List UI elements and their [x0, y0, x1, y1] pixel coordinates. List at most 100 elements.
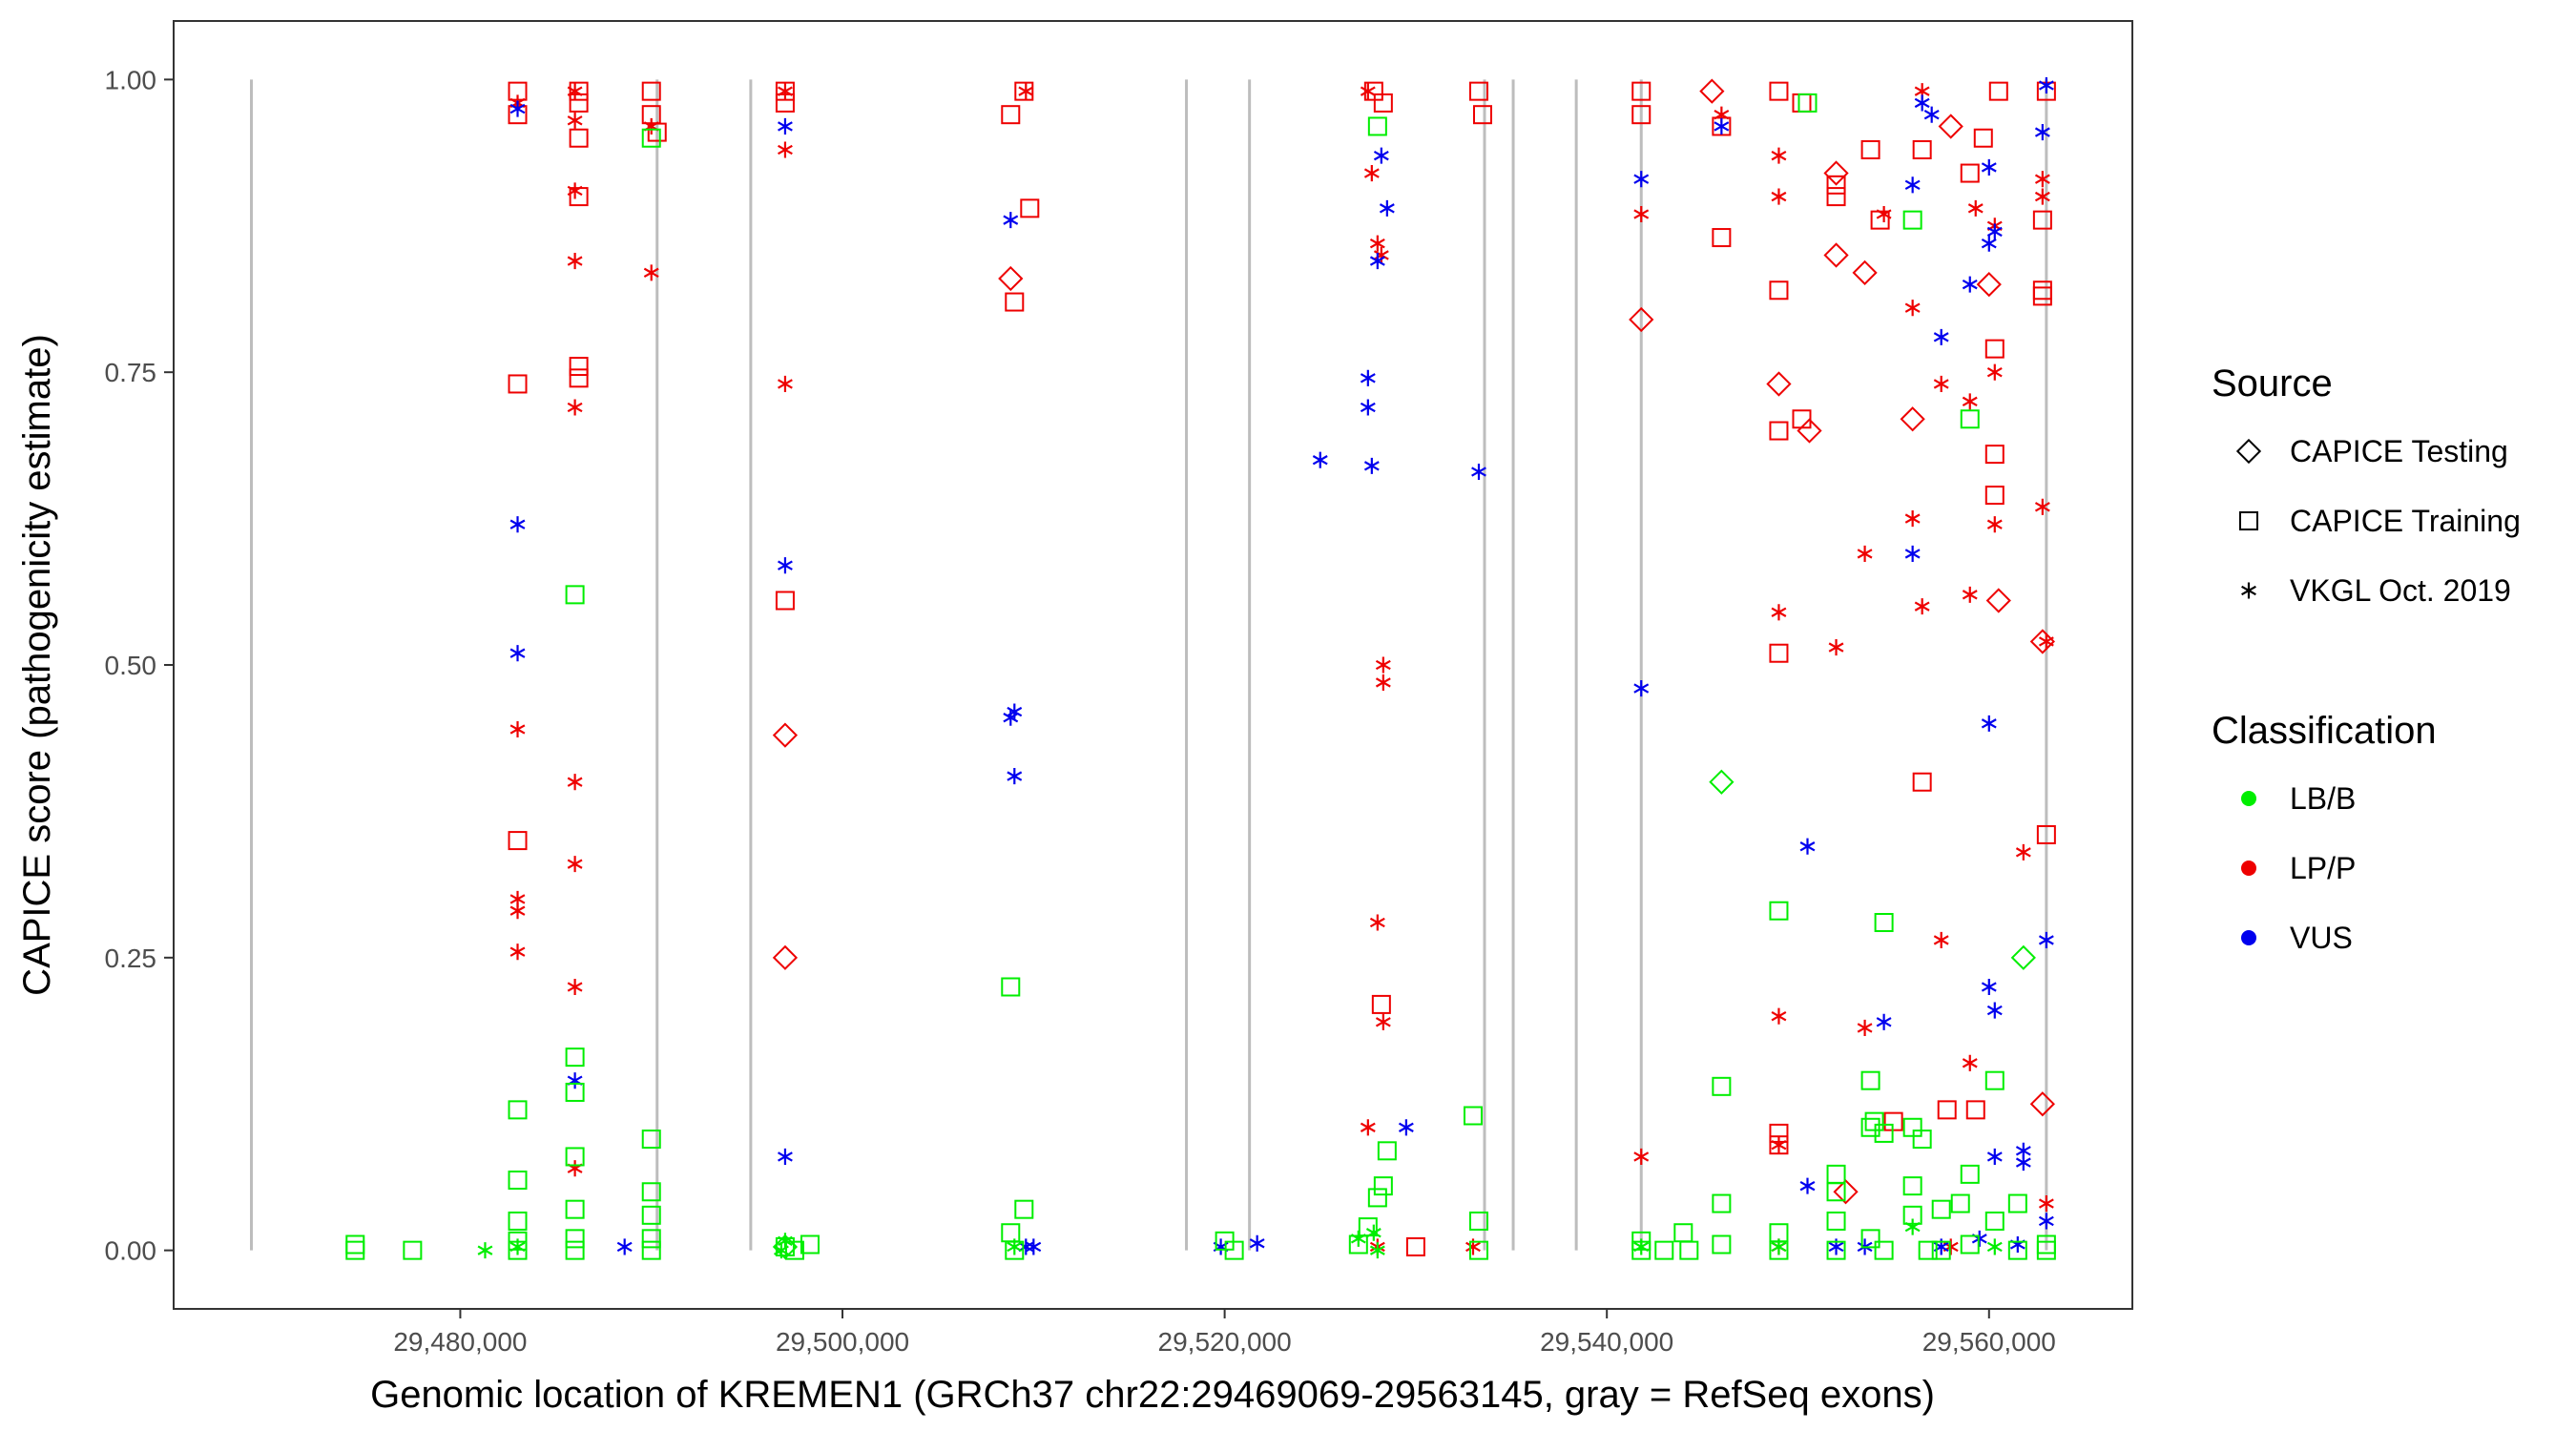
data-point — [1857, 1019, 1873, 1036]
data-point — [1937, 1100, 1957, 1120]
legend-classification-title: Classification — [2212, 710, 2437, 752]
data-point — [565, 1047, 585, 1068]
data-point — [1902, 1117, 1922, 1137]
data-point — [1962, 276, 1978, 293]
data-point — [1249, 1234, 1265, 1252]
data-point — [772, 944, 799, 970]
x-tick-label: 29,540,000 — [1540, 1327, 1673, 1357]
data-point — [567, 856, 583, 873]
data-point — [1003, 212, 1019, 229]
data-point — [784, 1240, 804, 1260]
data-point — [569, 368, 589, 388]
data-point — [800, 1234, 820, 1255]
data-point — [1633, 679, 1650, 697]
data-point — [1224, 1240, 1244, 1260]
data-point — [1986, 363, 2003, 381]
data-point — [1912, 140, 1932, 159]
x-axis-title: Genomic location of KREMEN1 (GRCh37 chr2… — [370, 1374, 1935, 1416]
data-point — [1379, 199, 1395, 217]
data-point — [1976, 272, 2002, 298]
data-point — [2032, 210, 2052, 230]
data-point — [1860, 1117, 1880, 1137]
data-point — [1367, 1188, 1387, 1208]
data-point — [1712, 1076, 1732, 1096]
data-point — [641, 1205, 661, 1225]
data-point — [1960, 163, 1980, 183]
data-point — [1826, 1240, 1846, 1260]
data-point — [2036, 824, 2056, 844]
data-point — [2032, 286, 2052, 306]
data-point — [565, 1199, 585, 1219]
data-point — [641, 1130, 661, 1150]
data-point — [1712, 1234, 1732, 1255]
data-point — [1769, 643, 1789, 663]
data-point — [1933, 328, 1949, 345]
data-point — [2038, 76, 2054, 94]
data-point — [2015, 843, 2031, 861]
legend-label-vus: VUS — [2290, 921, 2353, 955]
data-point — [1984, 445, 2005, 465]
data-point — [778, 83, 793, 100]
data-point — [1375, 674, 1391, 691]
data-point — [1981, 235, 1997, 252]
data-point — [567, 978, 583, 996]
data-point — [1771, 188, 1787, 205]
data-point — [567, 112, 583, 129]
data-point — [508, 1100, 528, 1120]
data-point — [1709, 769, 1735, 795]
data-point — [1826, 187, 1846, 207]
data-point — [1014, 1199, 1034, 1219]
x-tick-label: 29,560,000 — [1922, 1327, 2056, 1357]
data-point — [1918, 1240, 1938, 1260]
data-point — [1984, 486, 2005, 506]
data-point — [508, 1171, 528, 1190]
data-point — [1363, 457, 1380, 474]
data-point — [1471, 463, 1486, 481]
data-point — [1373, 147, 1389, 164]
data-point — [1902, 1176, 1922, 1196]
data-point — [1984, 339, 2005, 359]
data-point — [1938, 114, 1963, 139]
y-tick-label: 0.25 — [105, 944, 157, 973]
data-point — [1981, 978, 1997, 996]
data-point — [1874, 913, 1894, 932]
data-point — [1960, 1234, 1980, 1255]
legend-class-icons — [2241, 791, 2256, 945]
data-point — [643, 264, 659, 281]
data-point — [1874, 1123, 1894, 1143]
data-point — [1377, 1141, 1397, 1161]
data-point — [1962, 393, 1978, 410]
data-point — [1967, 199, 1984, 217]
legend-label-vkgl: VKGL Oct. 2019 — [2290, 573, 2511, 608]
data-point — [778, 557, 793, 574]
data-point — [1857, 545, 1873, 562]
data-point — [1026, 1238, 1042, 1255]
data-point — [1876, 1013, 1892, 1030]
data-point — [2034, 498, 2050, 515]
data-point — [1631, 81, 1652, 101]
data-point — [1007, 768, 1023, 785]
data-point — [1864, 1111, 1884, 1131]
data-point — [641, 1240, 661, 1260]
data-point — [1771, 604, 1787, 621]
data-point — [641, 1182, 661, 1202]
data-point — [1360, 399, 1376, 416]
data-point — [641, 81, 661, 101]
data-point — [1823, 242, 1849, 268]
data-point — [403, 1240, 423, 1260]
data-point — [775, 81, 795, 101]
data-point — [1679, 1240, 1699, 1260]
data-point — [1769, 280, 1789, 301]
data-point — [1985, 588, 2011, 613]
data-point — [1633, 1148, 1650, 1165]
data-point — [1797, 418, 1822, 444]
data-point — [1973, 128, 1993, 148]
legend-icon-dot — [2241, 791, 2256, 806]
legend-icon-asterisk — [2241, 582, 2256, 599]
data-point — [509, 645, 526, 662]
legend-icon-square — [2239, 511, 2258, 530]
data-point — [1375, 1013, 1391, 1030]
data-point — [565, 1147, 585, 1167]
data-point — [1860, 1229, 1880, 1249]
data-point — [565, 1229, 585, 1249]
